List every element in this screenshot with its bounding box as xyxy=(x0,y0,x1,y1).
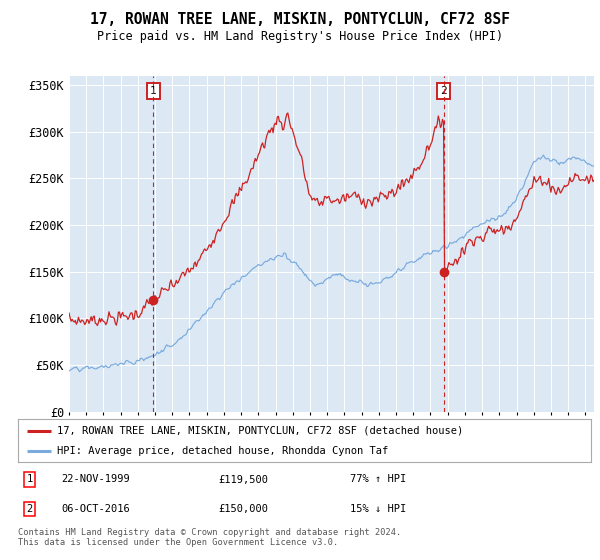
Text: 06-OCT-2016: 06-OCT-2016 xyxy=(61,504,130,514)
Text: 1: 1 xyxy=(26,474,33,484)
Text: 2: 2 xyxy=(440,86,447,96)
Text: Contains HM Land Registry data © Crown copyright and database right 2024.
This d: Contains HM Land Registry data © Crown c… xyxy=(18,528,401,547)
Text: 17, ROWAN TREE LANE, MISKIN, PONTYCLUN, CF72 8SF: 17, ROWAN TREE LANE, MISKIN, PONTYCLUN, … xyxy=(90,12,510,27)
Text: £150,000: £150,000 xyxy=(218,504,269,514)
Text: 22-NOV-1999: 22-NOV-1999 xyxy=(61,474,130,484)
Text: HPI: Average price, detached house, Rhondda Cynon Taf: HPI: Average price, detached house, Rhon… xyxy=(57,446,388,456)
Text: 2: 2 xyxy=(26,504,33,514)
Text: 15% ↓ HPI: 15% ↓ HPI xyxy=(350,504,407,514)
Text: £119,500: £119,500 xyxy=(218,474,269,484)
Text: 17, ROWAN TREE LANE, MISKIN, PONTYCLUN, CF72 8SF (detached house): 17, ROWAN TREE LANE, MISKIN, PONTYCLUN, … xyxy=(57,426,463,436)
Text: 1: 1 xyxy=(150,86,157,96)
Text: 77% ↑ HPI: 77% ↑ HPI xyxy=(350,474,407,484)
Text: Price paid vs. HM Land Registry's House Price Index (HPI): Price paid vs. HM Land Registry's House … xyxy=(97,30,503,43)
